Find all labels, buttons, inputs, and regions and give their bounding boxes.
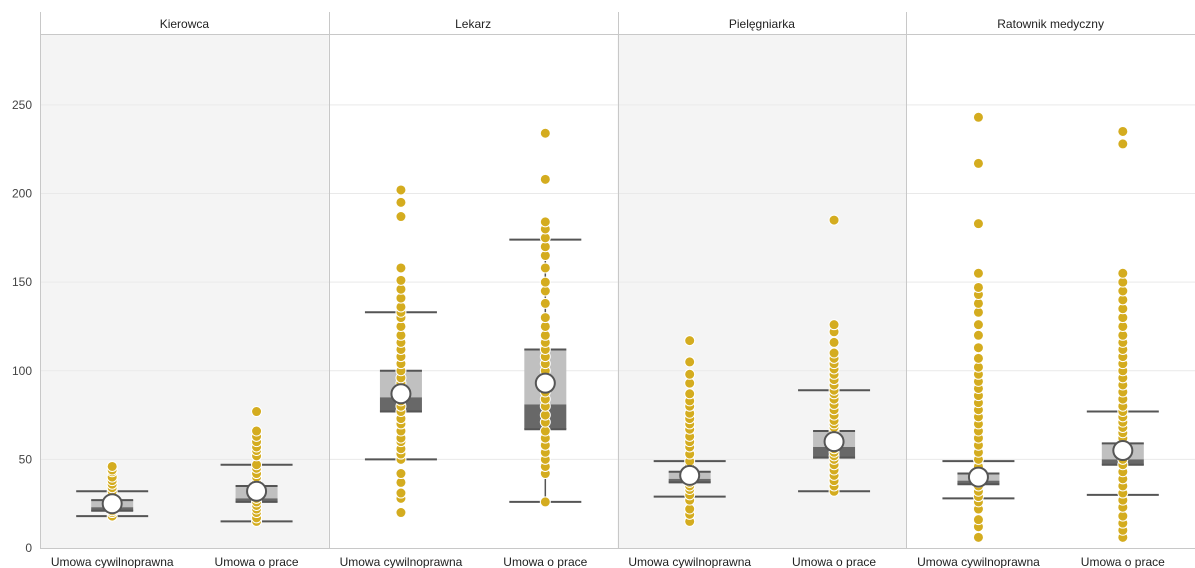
mean-marker: [390, 383, 412, 405]
data-point: [539, 276, 551, 288]
category-labels: Umowa cywilnoprawna Umowa o prace Umowa cy…: [51, 555, 1165, 568]
data-point: [1117, 267, 1129, 279]
data-point: [395, 274, 407, 286]
mean-marker: [1112, 440, 1134, 462]
category-label: Umowa o prace: [215, 555, 299, 568]
data-point: [395, 468, 407, 480]
data-point: [972, 329, 984, 341]
data-point: [395, 262, 407, 274]
panel-title: Kierowca: [160, 17, 210, 31]
y-axis: 0 50 100 150 200 250: [12, 98, 32, 555]
data-point: [106, 460, 118, 472]
y-tick-label: 100: [12, 364, 32, 378]
mean-marker: [534, 372, 556, 394]
y-tick-label: 150: [12, 275, 32, 289]
category-label: Umowa cywilnoprawna: [917, 555, 1040, 568]
category-label: Umowa o prace: [792, 555, 876, 568]
data-point: [828, 347, 840, 359]
panel-title: Ratownik medyczny: [997, 17, 1104, 31]
means-layer: [101, 372, 1134, 515]
panel-titles: Kierowca Lekarz Pielęgniarka Ratownik medyc…: [160, 17, 1104, 31]
data-point: [828, 319, 840, 331]
data-point: [972, 319, 984, 331]
y-tick-label: 50: [19, 452, 33, 466]
data-point: [1117, 125, 1129, 137]
category-label: Umowa o prace: [1081, 555, 1165, 568]
data-point: [1117, 138, 1129, 150]
data-point: [972, 531, 984, 543]
category-label: Umowa cywilnoprawna: [51, 555, 174, 568]
data-point: [539, 297, 551, 309]
mean-marker: [823, 431, 845, 453]
panel-background: [40, 34, 329, 548]
data-point: [251, 406, 263, 418]
data-point: [539, 262, 551, 274]
data-point: [972, 111, 984, 123]
data-point: [972, 342, 984, 354]
data-point: [684, 368, 696, 380]
panel-dividers: [40, 12, 1195, 549]
panel-title: Lekarz: [455, 17, 491, 31]
data-point: [684, 388, 696, 400]
data-point: [539, 312, 551, 324]
panel-title: Pielęgniarka: [729, 17, 795, 31]
mean-marker: [967, 466, 989, 488]
data-point: [395, 196, 407, 208]
data-point: [395, 487, 407, 499]
data-point: [251, 425, 263, 437]
mean-marker: [679, 464, 701, 486]
data-point: [395, 184, 407, 196]
data-point: [684, 335, 696, 347]
data-point: [539, 216, 551, 228]
category-label: Umowa cywilnoprawna: [628, 555, 751, 568]
data-point: [972, 514, 984, 526]
data-point: [395, 507, 407, 519]
data-point: [972, 218, 984, 230]
data-point: [972, 157, 984, 169]
gridlines: [40, 104, 1195, 460]
category-label: Umowa cywilnoprawna: [340, 555, 463, 568]
data-point: [395, 211, 407, 223]
category-label: Umowa o prace: [503, 555, 587, 568]
data-point: [539, 173, 551, 185]
panel-backgrounds: [40, 34, 907, 548]
data-point: [539, 127, 551, 139]
data-point: [828, 214, 840, 226]
data-point: [539, 496, 551, 508]
data-point: [684, 356, 696, 368]
data-point: [972, 267, 984, 279]
data-point: [972, 281, 984, 293]
y-tick-label: 0: [25, 541, 32, 555]
data-point: [828, 336, 840, 348]
mean-marker: [101, 493, 123, 515]
y-tick-label: 250: [12, 98, 32, 112]
y-tick-label: 200: [12, 187, 32, 201]
data-point: [972, 352, 984, 364]
panel-background: [617, 34, 907, 548]
mean-marker: [246, 480, 268, 502]
